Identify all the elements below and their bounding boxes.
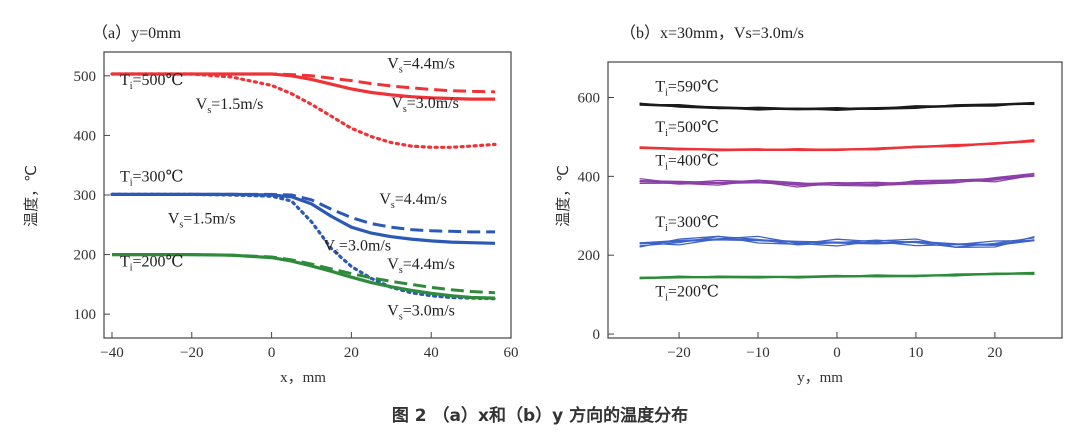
x-tick-label: −20 xyxy=(667,345,690,361)
annotation-label: Ti=500℃ xyxy=(120,72,183,92)
annotation-label: Ti=590℃ xyxy=(655,79,718,99)
panel-a-ylabel: 温度，℃ xyxy=(22,165,40,227)
panel-a-xlabel: x，mm xyxy=(280,370,326,386)
y-tick-label: 400 xyxy=(578,169,601,185)
x-tick-label: 20 xyxy=(344,345,359,361)
annotation-label: Vs=3.0m/s xyxy=(387,302,455,322)
annotation-label: Vs=1.5m/s xyxy=(168,211,236,231)
panel-b: （b）x=30mm，Vs=3.0m/s −20 −10 0 10 20020040060… xyxy=(554,24,1063,386)
series-line xyxy=(112,253,496,300)
x-tick-label: 20 xyxy=(987,345,1002,361)
annotation-label: Ti=500℃ xyxy=(655,119,718,139)
y-tick-label: 0 xyxy=(593,327,601,343)
figure-caption: 图 2 （a）x和（b）y 方向的温度分布 xyxy=(392,405,688,426)
x-tick-label: 60 xyxy=(504,345,519,361)
y-tick-label: 300 xyxy=(74,188,97,204)
series-trace xyxy=(639,271,1035,280)
panel-b-xlabel: y，mm xyxy=(797,370,843,386)
panel-b-ylabel: 温度，℃ xyxy=(554,165,572,227)
annotation-label: Vs=3.0m/s xyxy=(323,237,391,257)
x-tick-label: −40 xyxy=(100,345,123,361)
y-tick-label: 400 xyxy=(74,128,97,144)
x-tick-label: −20 xyxy=(180,345,203,361)
annotation-label: Vs=4.4m/s xyxy=(387,256,455,276)
x-tick-label: 40 xyxy=(424,345,439,361)
x-tick-label: 0 xyxy=(268,345,276,361)
series-trace xyxy=(639,103,1035,111)
series-trace xyxy=(639,235,1035,248)
annotation-label: Vs=4.4m/s xyxy=(387,56,455,76)
x-tick-label: −10 xyxy=(746,345,769,361)
x-tick-label: 0 xyxy=(833,345,841,361)
y-tick-label: 200 xyxy=(74,248,97,264)
series-trace xyxy=(639,141,1035,152)
annotation-label: Ti=200℃ xyxy=(120,254,183,274)
annotation-label: Ti=300℃ xyxy=(120,168,183,188)
annotation-label: Vs=3.0m/s xyxy=(391,95,459,115)
y-tick-label: 500 xyxy=(74,69,97,85)
series-trace xyxy=(639,235,1035,248)
annotation-label: Vs=4.4m/s xyxy=(379,191,447,211)
annotation-label: Ti=400℃ xyxy=(655,153,718,173)
y-tick-label: 200 xyxy=(578,248,601,264)
series-trace xyxy=(639,174,1035,187)
y-tick-label: 600 xyxy=(578,90,601,106)
panel-b-title: （b）x=30mm，Vs=3.0m/s xyxy=(620,24,804,42)
panel-b-frame xyxy=(607,61,1063,339)
series-line xyxy=(110,72,497,149)
annotation-label: Ti=300℃ xyxy=(655,214,718,234)
panel-a-title: （a）y=0mm xyxy=(92,24,182,42)
y-tick-label: 100 xyxy=(74,307,97,323)
series-trace xyxy=(639,235,1035,248)
series-line xyxy=(110,192,497,301)
x-tick-label: 10 xyxy=(908,345,923,361)
panel-a: （a）y=0mm −40 −20 0 20 40 60 100 200 300 400 500 Ti… xyxy=(22,24,519,386)
annotation-label: Ti=200℃ xyxy=(655,284,718,304)
annotation-label: Vs=1.5m/s xyxy=(196,96,264,116)
